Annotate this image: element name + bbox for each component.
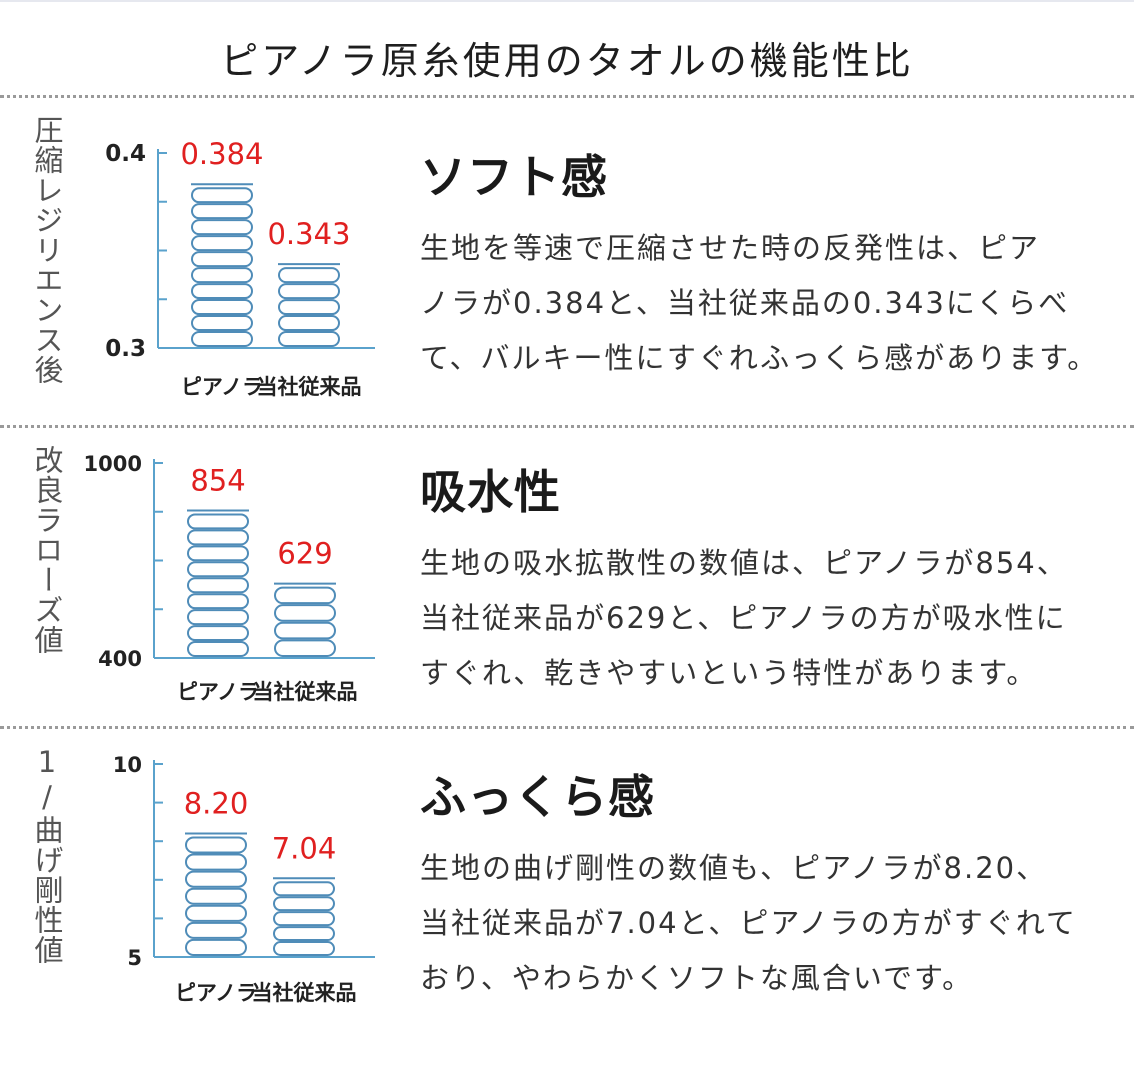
category-label: 当社従来品 (257, 375, 362, 399)
divider (0, 95, 1134, 98)
y-tick-label: 5 (127, 946, 142, 970)
divider (0, 425, 1134, 428)
bar-coil (273, 881, 335, 897)
bar-coil (185, 904, 247, 922)
category-label: 当社従来品 (252, 981, 357, 1005)
feature-description: 生地の吸水拡散性の数値は、ピアノラが854、 当社従来品が629と、ピアノラの方… (420, 546, 1068, 691)
bar-chart-soft: 0.4 0.3 0.384 ピアノラ 0.343 当社従来品 (105, 137, 375, 399)
bar-coil (185, 887, 247, 905)
y-tick-label: 1000 (84, 452, 142, 476)
bar-coil (191, 219, 253, 236)
feature-heading: ソフト感 (420, 150, 608, 204)
bar-coil (274, 586, 336, 605)
bar-coil (187, 513, 249, 530)
data-label: 854 (190, 463, 245, 497)
feature-heading: ふっくら感 (420, 770, 655, 824)
bar (274, 582, 336, 658)
bar (187, 509, 249, 658)
y-axis-label: 改良ラローズ値 (30, 445, 64, 655)
bar-coil (187, 609, 249, 626)
category-label: 当社従来品 (253, 680, 358, 704)
bar-coil (191, 203, 253, 220)
page-title: ピアノラ原糸使用のタオルの機能性比 (220, 39, 914, 83)
bar (273, 877, 335, 956)
bar-coil (185, 853, 247, 871)
data-label: 8.20 (184, 786, 249, 820)
data-label: 7.04 (272, 831, 337, 865)
top-rule (0, 0, 1134, 2)
bar-coil (278, 267, 340, 284)
bar-coil (187, 593, 249, 610)
bar-coil (273, 941, 335, 956)
bar-coil (191, 235, 253, 252)
y-axis-label: 圧縮レジリエンス後 (30, 115, 64, 385)
y-tick-label: 10 (113, 753, 142, 777)
feature-content: 吸水性 生地の吸水拡散性の数値は、ピアノラが854、 当社従来品が629と、ピア… (420, 465, 1120, 701)
category-label: ピアノラ (175, 981, 257, 1005)
bar-coil (191, 315, 253, 332)
bar-coil (187, 577, 249, 594)
bar-coil (273, 896, 335, 912)
bar-coil (187, 529, 249, 546)
y-tick-label: 0.4 (105, 141, 146, 167)
bar-coil (278, 315, 340, 332)
bar-chart-fluffiness: 10 5 8.20 ピアノラ 7.04 当社従来品 (113, 753, 375, 1005)
data-label: 0.343 (267, 217, 350, 251)
bar-coil (185, 836, 247, 854)
feature-content: ふっくら感 生地の曲げ剛性の数値も、ピアノラが8.20、 当社従来品が7.04と… (420, 770, 1120, 1006)
category-label: ピアノラ (177, 680, 259, 704)
bar-coil (191, 187, 253, 204)
feature-heading: 吸水性 (420, 465, 561, 519)
feature-description: 生地の曲げ剛性の数値も、ピアノラが8.20、 当社従来品が7.04と、ピアノラの… (420, 851, 1077, 996)
bar-coil (187, 641, 249, 658)
bar-coil (191, 331, 253, 348)
bar (185, 832, 247, 957)
bar-coil (187, 545, 249, 562)
bar-coil (187, 625, 249, 642)
section-absorbency: 改良ラローズ値 1000 400 854 ピアノラ 629 当社従来品 吸水性 生地の吸水… (0, 445, 1134, 720)
bar-coil (191, 299, 253, 316)
y-tick-label: 0.3 (105, 336, 146, 362)
bar-coil (185, 921, 247, 939)
bar-coil (278, 299, 340, 316)
feature-description: 生地を等速で圧縮させた時の反発性は、ピア ノラが0.384と、当社従来品の0.3… (420, 231, 1099, 376)
bar-coil (274, 604, 336, 622)
bar-coil (185, 870, 247, 888)
section-soft: 圧縮レジリエンス後 0.4 0.3 0.384 ピアノラ 0.343 当社従来品 ソフト感… (0, 115, 1134, 420)
bar-coil (274, 639, 336, 658)
category-label: ピアノラ (181, 375, 263, 399)
bar-coil (191, 251, 253, 268)
bar-coil (185, 938, 247, 957)
bar-chart-absorbency: 1000 400 854 ピアノラ 629 当社従来品 (84, 452, 375, 704)
y-tick-label: 400 (98, 647, 142, 671)
bar-coil (278, 331, 340, 347)
divider (0, 726, 1134, 729)
bar-coil (187, 561, 249, 578)
bar-coil (191, 283, 253, 300)
data-label: 0.384 (180, 137, 263, 171)
y-axis-label: 1/曲げ剛性値 (30, 745, 64, 965)
bar (191, 183, 253, 348)
data-label: 629 (277, 537, 332, 571)
feature-content: ソフト感 生地を等速で圧縮させた時の反発性は、ピア ノラが0.384と、当社従来… (420, 150, 1120, 386)
section-fluffiness: 1/曲げ剛性値 10 5 8.20 ピアノラ 7.04 当社従来品 ふっくら感 生地の曲げ… (0, 745, 1134, 1035)
bar-coil (274, 621, 336, 640)
bar-coil (191, 267, 253, 284)
bar-coil (278, 283, 340, 300)
bar (278, 263, 340, 347)
bar-coil (273, 911, 335, 927)
bar-coil (273, 926, 335, 942)
